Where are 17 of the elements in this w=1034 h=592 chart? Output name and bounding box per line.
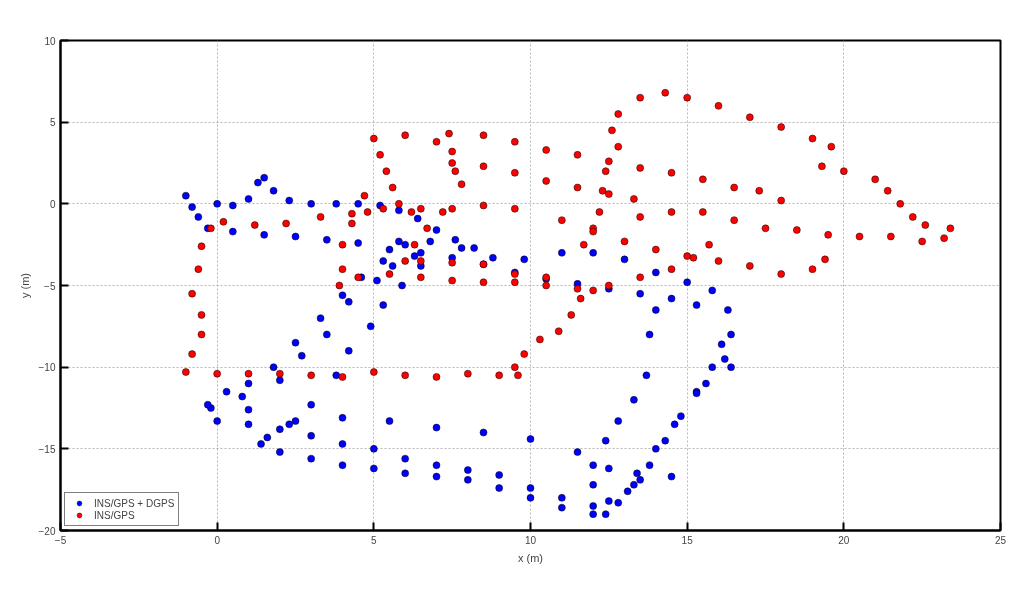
x-tick-label: 5	[371, 534, 378, 546]
x-axis-title: x (m)	[517, 551, 544, 564]
x-tick-label: 0	[214, 534, 221, 546]
y-tick-label: −10	[38, 362, 56, 374]
y-tick-label: −20	[38, 525, 56, 537]
y-tick-label: −5	[44, 280, 56, 292]
y-tick-label: 5	[49, 117, 56, 129]
legend-label: INS/GPS + DGPS	[94, 497, 175, 509]
y-tick-label: 0	[49, 198, 56, 210]
y-tick-label: 10	[44, 35, 56, 47]
y-axis-title: y (m)	[18, 272, 31, 299]
x-tick-label: 10	[524, 534, 537, 546]
legend-label: INS/GPS	[94, 509, 135, 521]
x-tick-label: 15	[681, 534, 694, 546]
y-tick-label: −15	[38, 443, 56, 455]
x-tick-label: 25	[994, 534, 1007, 546]
x-tick-label: 20	[838, 534, 850, 546]
